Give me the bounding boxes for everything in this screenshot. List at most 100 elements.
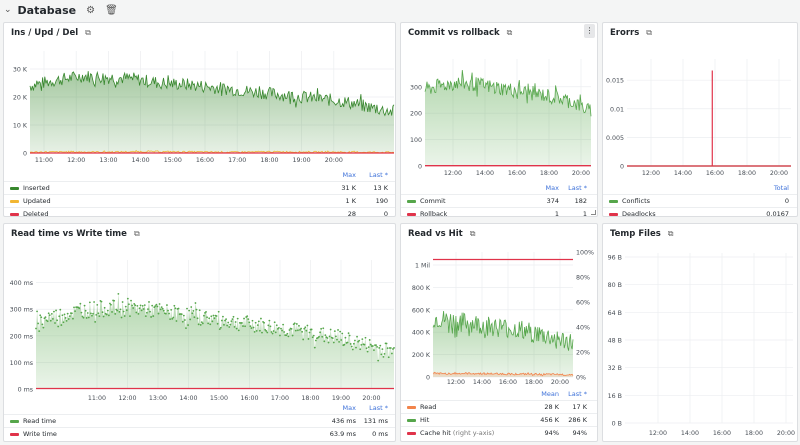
x-tick-label: 12:00 [67,157,85,164]
legend-series-name[interactable]: Inserted [23,184,50,192]
legend-item[interactable]: Cache hit (right y-axis) 94% 94% [401,426,597,439]
legend-item[interactable]: Conflicts 0 [603,194,797,207]
panel-title[interactable]: Read vs Hit [408,229,463,239]
legend-item[interactable]: Updated 1 K 190 [4,194,395,207]
panel-title[interactable]: Read time vs Write time [11,229,127,239]
legend-item[interactable]: Inserted 31 K 13 K [4,181,395,194]
trash-icon[interactable]: 🗑 [105,4,118,16]
external-link-icon[interactable]: ⧉ [85,28,91,37]
legend-value-last: 131 ms [363,417,388,425]
y-tick-label: 1 Mil [415,262,430,269]
legend-col-max[interactable]: Max [342,404,356,412]
legend-value-max: 63.9 ms [329,430,356,438]
data-point [74,310,76,313]
y-tick-label: 800 K [412,285,431,292]
y-tick-label: 0.005 [606,135,624,142]
x-tick-label: 18:00 [301,395,319,402]
legend-item[interactable]: Write time 63.9 ms 0 ms [4,427,395,440]
data-point [198,309,201,312]
legend-col-last[interactable]: Last * [369,404,388,412]
data-point [392,348,394,350]
data-point [93,301,95,303]
data-point [237,329,240,332]
legend-item[interactable]: Hit 456 K 286 K [401,413,597,426]
external-link-icon[interactable]: ⧉ [506,28,513,37]
legend-series-name[interactable]: Hit [420,416,430,424]
legend-header: Total [603,183,797,194]
data-point [319,331,321,334]
chevron-down-icon[interactable]: ⌄ [4,5,12,15]
gear-icon[interactable]: ⚙ [86,4,96,16]
data-point [161,307,164,310]
data-point [196,317,199,320]
data-point [141,305,144,307]
data-point [44,316,47,319]
legend-item[interactable]: Commit 374 182 [401,194,597,207]
panel-title[interactable]: Erorrs [610,28,640,38]
resize-handle[interactable] [591,210,596,215]
legend-item[interactable]: Read 28 K 17 K [401,400,597,413]
row-title[interactable]: Database [17,3,77,17]
external-link-icon[interactable]: ⧉ [667,229,674,238]
legend-col-mean[interactable]: Mean [541,390,559,398]
legend-series-name[interactable]: Updated [23,197,51,205]
legend-series-name[interactable]: Deadlocks [622,210,656,217]
legend-col-last[interactable]: Last * [568,184,587,192]
legend-item[interactable]: Read time 436 ms 131 ms [4,414,395,427]
panel-commit-vs-rollback: Commit vs rollback ⧉ ⋮ 0 100 200 300 12:00 14:… [400,22,598,217]
legend-col-max[interactable]: Max [545,184,559,192]
data-point [383,352,386,355]
data-point [333,330,336,333]
data-point [291,334,294,337]
data-point [363,343,366,346]
legend-col-last[interactable]: Last * [568,390,587,398]
data-point [42,326,45,329]
panel-menu-icon[interactable]: ⋮ [584,24,595,38]
data-point [43,317,46,320]
row-header[interactable]: ⌄ Database ⚙ 🗑 [0,0,800,20]
data-point [191,312,194,315]
data-point [105,313,108,316]
data-point [162,309,165,312]
data-point [53,310,55,313]
data-point [210,315,213,318]
legend-series-name[interactable]: Rollback [420,210,448,217]
legend-value-mean: 94% [544,429,559,437]
legend-col-last[interactable]: Last * [369,171,388,179]
legend-series-name[interactable]: Cache hit (right y-axis) [420,429,495,437]
data-point [180,313,183,316]
legend-series-name[interactable]: Write time [23,430,57,438]
external-link-icon[interactable]: ⧉ [469,229,476,238]
legend-item[interactable]: Deleted 28 0 [4,207,395,217]
legend-series-name[interactable]: Conflicts [622,197,651,205]
data-point [246,315,249,318]
panel-title[interactable]: Commit vs rollback [408,28,500,38]
chart-commit-vs-rollback: 0 100 200 300 12:00 14:00 16:00 18:00 20:00 [410,59,592,177]
legend-item[interactable]: Rollback 1 1 [401,207,597,217]
legend-series-name[interactable]: Commit [420,197,446,205]
y-tick-label: 0 [418,164,422,171]
data-point [270,331,273,333]
panel-title[interactable]: Ins / Upd / Del [11,28,79,38]
legend-series-name[interactable]: Read time [23,417,57,425]
data-point [169,318,172,321]
data-point [54,322,56,324]
legend-series-name[interactable]: Read [420,403,437,411]
panel-title[interactable]: Temp Files [610,229,661,239]
external-link-icon[interactable]: ⧉ [646,28,652,37]
data-point [194,302,197,304]
external-link-icon[interactable]: ⧉ [133,229,140,238]
x-tick-label: 20:00 [572,170,590,177]
data-point [307,338,310,340]
legend-item[interactable]: Deadlocks 0.0167 [603,207,797,217]
data-point [311,336,314,339]
data-point [138,307,141,310]
legend-col-total[interactable]: Total [773,184,789,192]
data-point [68,315,71,318]
legend-col-max[interactable]: Max [342,171,356,179]
data-point [381,348,384,351]
legend-header: Max Last * [4,170,395,181]
legend-series-name[interactable]: Deleted [23,210,49,217]
chart-read-vs-hit: 0 200 K 400 K 600 K 800 K 1 Mil 0% 20% 40% 60% 80%… [412,250,594,387]
chart-ins-upd-del: 0 10 K 20 K 30 K 11:00 12:00 13:00 14:00 15:00 16… [13,51,395,164]
